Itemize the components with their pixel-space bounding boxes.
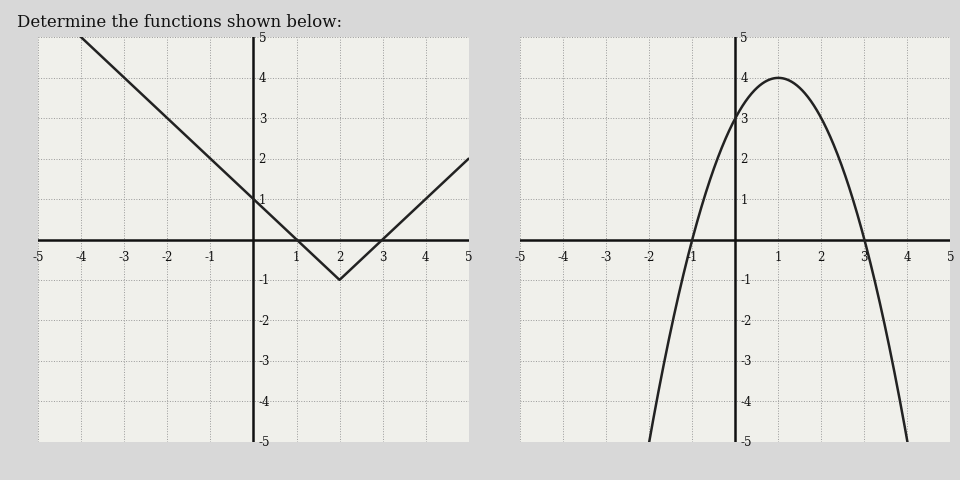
Text: -4: -4 — [76, 250, 87, 263]
Text: 4: 4 — [903, 250, 911, 263]
Text: 4: 4 — [740, 72, 748, 85]
Text: 5: 5 — [465, 250, 472, 263]
Text: 1: 1 — [293, 250, 300, 263]
Text: -2: -2 — [643, 250, 655, 263]
Text: -5: -5 — [740, 435, 752, 448]
Text: -1: -1 — [258, 274, 270, 287]
Text: -1: -1 — [204, 250, 216, 263]
Text: 2: 2 — [336, 250, 344, 263]
Text: -1: -1 — [686, 250, 698, 263]
Text: 2: 2 — [740, 153, 748, 166]
Text: -2: -2 — [162, 250, 173, 263]
Text: 5: 5 — [740, 32, 748, 45]
Text: -4: -4 — [740, 395, 752, 408]
Text: 1: 1 — [258, 193, 266, 206]
Text: -3: -3 — [119, 250, 131, 263]
Text: 2: 2 — [258, 153, 266, 166]
Text: -3: -3 — [740, 354, 752, 368]
Text: -4: -4 — [558, 250, 569, 263]
Text: 2: 2 — [818, 250, 825, 263]
Text: 1: 1 — [775, 250, 782, 263]
Text: -2: -2 — [740, 314, 752, 327]
Text: Determine the functions shown below:: Determine the functions shown below: — [17, 14, 343, 31]
Text: -5: -5 — [258, 435, 270, 448]
Text: 4: 4 — [258, 72, 266, 85]
Text: 1: 1 — [740, 193, 748, 206]
Text: -1: -1 — [740, 274, 752, 287]
Text: 4: 4 — [421, 250, 429, 263]
Text: -5: -5 — [515, 250, 526, 263]
Text: -5: -5 — [33, 250, 44, 263]
Text: 3: 3 — [379, 250, 386, 263]
Text: 3: 3 — [740, 112, 748, 126]
Text: 3: 3 — [860, 250, 868, 263]
Text: -3: -3 — [601, 250, 612, 263]
Text: -3: -3 — [258, 354, 270, 368]
Text: 5: 5 — [947, 250, 954, 263]
Text: -4: -4 — [258, 395, 270, 408]
Text: 3: 3 — [258, 112, 266, 126]
Text: -2: -2 — [258, 314, 270, 327]
Text: 5: 5 — [258, 32, 266, 45]
